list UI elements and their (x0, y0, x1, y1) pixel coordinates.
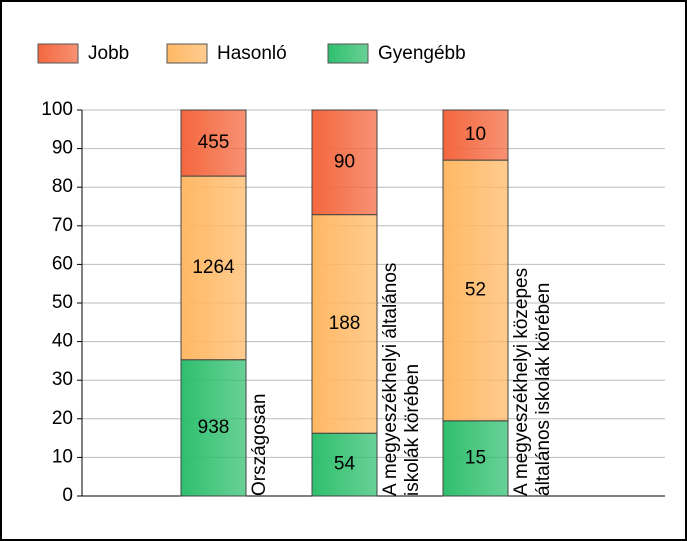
bar-segment (180, 109, 247, 177)
value-label: 1264 (192, 257, 235, 278)
x-tick-label: általános iskolák körében (533, 283, 554, 496)
x-tick-label: A megyeszékhelyi közepes (511, 268, 532, 496)
y-tick-label: 100 (41, 99, 73, 120)
y-tick-label: 80 (52, 176, 73, 197)
y-tick-label: 90 (52, 138, 73, 159)
bar-segment (311, 214, 378, 434)
x-tick-label: iskolák körében (402, 364, 423, 496)
value-label: 15 (465, 447, 486, 468)
bar-segment (311, 109, 378, 216)
x-tick-label: Országosan (249, 394, 270, 496)
value-label: 52 (465, 279, 486, 300)
legend-label: Hasonló (217, 43, 287, 64)
legend-swatch (166, 43, 208, 64)
y-tick-label: 50 (52, 292, 73, 313)
y-tick-label: 30 (52, 369, 73, 390)
value-label: 188 (329, 313, 361, 334)
value-label: 54 (334, 454, 356, 475)
y-tick-label: 20 (52, 408, 73, 429)
bar-segment (442, 109, 509, 161)
value-label: 90 (334, 151, 355, 172)
x-tick-label: A megyeszékhelyi általános (380, 263, 401, 496)
legend-swatch (37, 43, 79, 64)
bar-segment (442, 159, 509, 422)
y-tick-label: 0 (62, 485, 73, 506)
legend-swatch (327, 43, 369, 64)
value-label: 938 (198, 417, 230, 438)
y-tick-label: 10 (52, 446, 73, 467)
y-tick-label: 70 (52, 215, 73, 236)
bar-segment (311, 432, 378, 497)
bar-segment (180, 359, 247, 497)
value-label: 10 (465, 124, 486, 145)
legend-label: Gyengébb (378, 43, 466, 64)
y-tick-label: 60 (52, 253, 73, 274)
y-tick-label: 40 (52, 331, 73, 352)
bar-segment (442, 420, 509, 497)
legend-label: Jobb (88, 43, 129, 64)
value-label: 455 (198, 132, 230, 153)
